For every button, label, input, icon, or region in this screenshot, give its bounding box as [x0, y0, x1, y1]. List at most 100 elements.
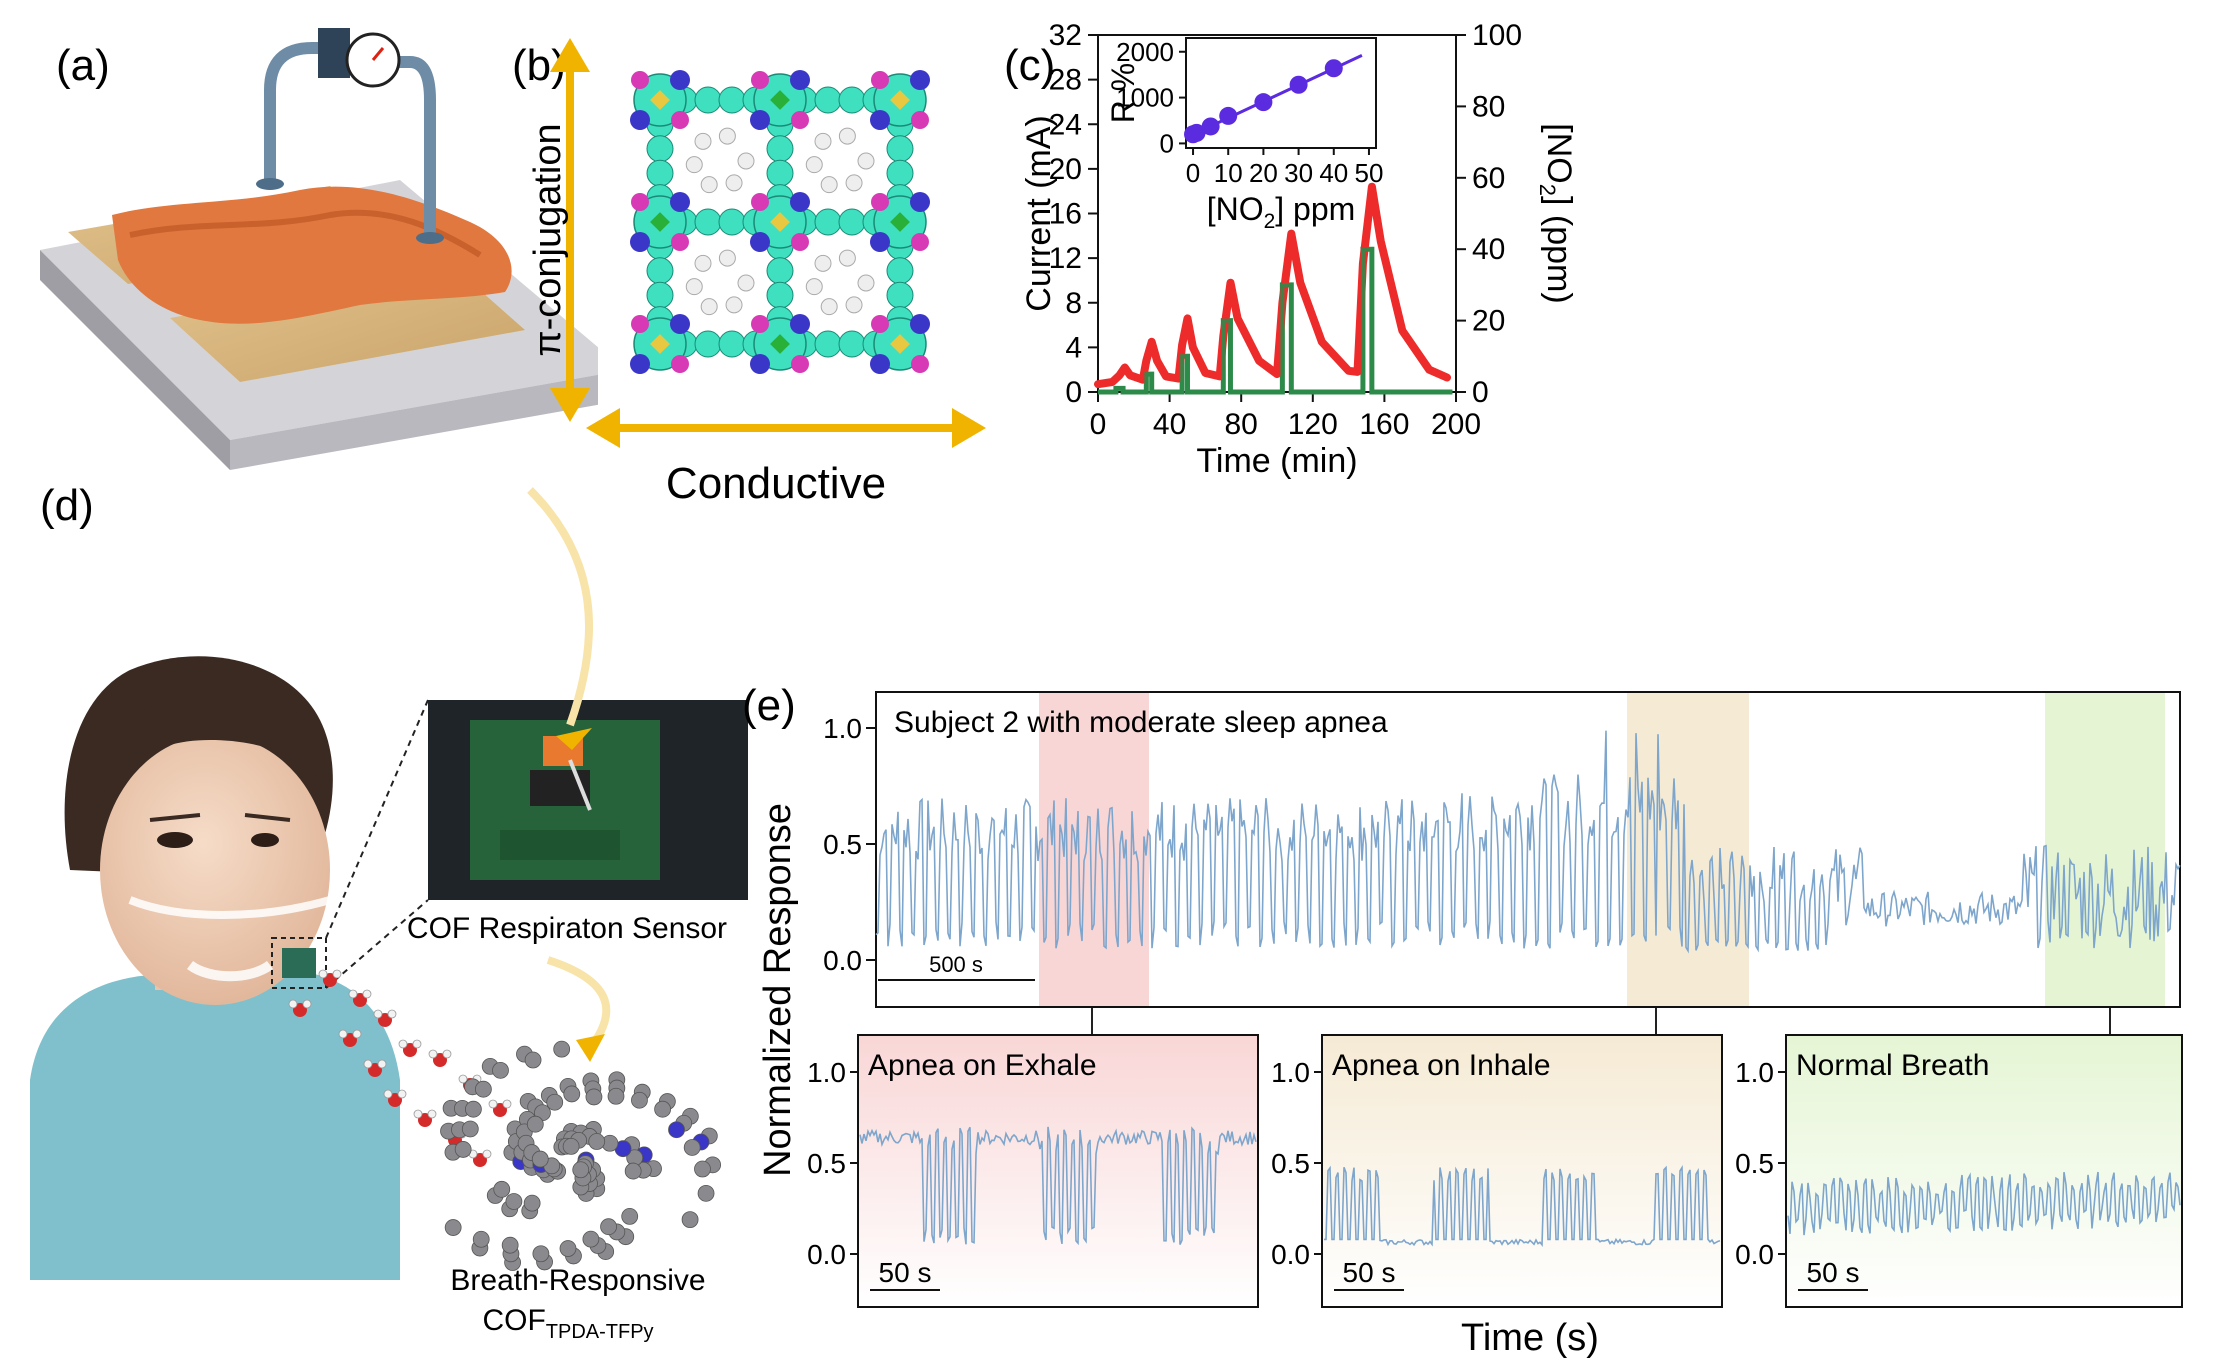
panel-a-label: (a) [56, 41, 110, 90]
inset-x-axis-label: [NO2] ppm [1207, 191, 1356, 233]
lattice-atom [838, 86, 866, 114]
subpanel-frame [1785, 1034, 2183, 1308]
inset-data-point [1254, 93, 1273, 112]
cof-caption-line1: Breath-Responsive [450, 1264, 705, 1297]
panel-d: (d) COF Respirato [30, 481, 748, 1343]
person-wearing-sensor-illustration [30, 656, 429, 1280]
lattice-hydrogen [700, 298, 718, 316]
water-hydrogen [397, 1089, 407, 1099]
lattice-atom-magenta [871, 71, 889, 89]
lattice-atom [766, 159, 794, 187]
water-hydrogen [338, 1029, 348, 1039]
y-tick-label: 0 [1065, 376, 1082, 409]
cof-atom [600, 1218, 617, 1236]
lattice-atom [718, 86, 746, 114]
cof-atom [588, 1133, 606, 1150]
cof-atom [493, 1180, 511, 1198]
x-tick-label: 40 [1153, 408, 1186, 441]
subpanel-frame [1321, 1034, 1723, 1308]
lattice-atom [766, 135, 794, 163]
lattice-metal-center [770, 334, 790, 354]
subpanel-normal: Normal Breath 0.0 0.5 1.0 50 s [1735, 1034, 2183, 1308]
lattice-atom [886, 135, 914, 163]
lattice-atom-blue [670, 70, 690, 90]
cof-atom [559, 1240, 577, 1257]
lattice-atom-blue [870, 354, 890, 374]
y-tick-label: 12 [1049, 242, 1082, 275]
lattice-atom [646, 135, 674, 163]
lattice-hydrogen [814, 254, 832, 272]
cof-atom [621, 1207, 639, 1225]
lattice-atom [694, 330, 722, 358]
lattice-hydrogen [694, 254, 712, 272]
y-axis-label: Current (mA) [1020, 115, 1058, 311]
water-hydrogen [348, 989, 358, 999]
subpanel-trace [859, 1126, 1257, 1246]
lattice-atom [718, 208, 746, 236]
lattice-atom-blue [790, 314, 810, 334]
lattice-atom-magenta [671, 233, 689, 251]
cof-atom [501, 1236, 519, 1254]
lattice-atom-blue [750, 354, 770, 374]
pi-conjugation-label: π-conjugation [527, 123, 569, 356]
lattice-atom [646, 281, 674, 309]
lattice-hydrogen [857, 152, 875, 170]
inset-y-tick-label: 0 [1160, 128, 1174, 158]
y-tick-label: 4 [1065, 331, 1082, 364]
lattice-hydrogen [845, 296, 863, 314]
lattice-hydrogen [700, 176, 718, 194]
x-tick-label: 120 [1288, 408, 1338, 441]
subpanel-scale-bar-label: 50 s [1343, 1257, 1396, 1288]
lattice-hydrogen [685, 278, 703, 296]
x-tick-label: 80 [1225, 408, 1258, 441]
sensor-caption: COF Respiraton Sensor [407, 912, 727, 945]
x-tick-label: 0 [1090, 408, 1107, 441]
panel-c: (c) 0 40 80 120 160 2000481216202428320204060… [1004, 19, 1578, 480]
lattice-atom-magenta [911, 111, 929, 129]
lattice-atom-magenta [751, 315, 769, 333]
lattice-atom-magenta [631, 193, 649, 211]
cof-molecular-model-illustration [440, 1040, 722, 1271]
water-hydrogen [428, 1049, 438, 1059]
water-hydrogen [363, 1059, 373, 1069]
subpanel-y-tick-label: 1.0 [1735, 1057, 1774, 1088]
lattice-atom-magenta [671, 355, 689, 373]
lattice-atom-blue [630, 232, 650, 252]
cof-atom [472, 1230, 490, 1248]
y2-tick-label: 0 [1472, 376, 1489, 409]
y2-tick-label: 20 [1472, 305, 1505, 338]
subpanel-y-tick-label: 0.0 [1735, 1239, 1774, 1270]
water-hydrogen [502, 1099, 512, 1109]
inset-x-tick-label: 0 [1186, 158, 1200, 188]
lattice-atom-magenta [911, 233, 929, 251]
water-hydrogen [458, 1074, 468, 1084]
cof-atom [444, 1219, 462, 1236]
y2-tick-label: 100 [1472, 19, 1522, 52]
main-trace-title: Subject 2 with moderate sleep apnea [894, 706, 1388, 739]
lattice-hydrogen [725, 296, 743, 314]
lattice-atom-blue [750, 110, 770, 130]
y-tick-label: 24 [1049, 108, 1082, 141]
subpanel-trace [1787, 1171, 2181, 1236]
lattice-hydrogen [814, 132, 832, 150]
cof-atom [505, 1193, 523, 1210]
lattice-hydrogen [694, 132, 712, 150]
cof-atom [531, 1150, 549, 1168]
subpanel-title: Apnea on Inhale [1332, 1049, 1551, 1082]
water-hydrogen [302, 999, 312, 1009]
subpanel-y-tick-label: 1.0 [807, 1057, 846, 1088]
cof-caption-main: COF [482, 1304, 545, 1337]
inset-data-point [1324, 59, 1343, 78]
panel-d-label: (d) [40, 481, 94, 530]
conductive-arrow [586, 408, 986, 448]
water-hydrogen [442, 1049, 452, 1059]
x-tick-label: 160 [1359, 408, 1409, 441]
lattice-atom [814, 86, 842, 114]
water-hydrogen [332, 969, 342, 979]
cof-atom [553, 1040, 571, 1058]
subpanel-scale-bar-label: 50 s [879, 1257, 932, 1288]
lattice-atom-blue [910, 314, 930, 334]
water-hydrogen [377, 1059, 387, 1069]
lattice-atom-blue [790, 70, 810, 90]
y2-tick-label: 60 [1472, 162, 1505, 195]
